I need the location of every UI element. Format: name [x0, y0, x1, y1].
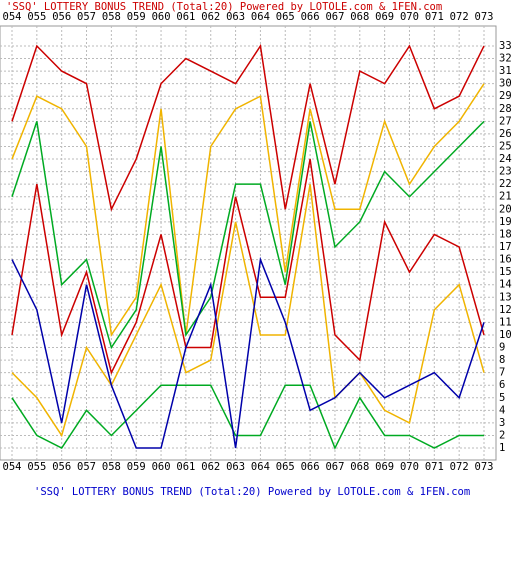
x-tick-label-top: 062 — [201, 11, 220, 23]
x-tick-label-bottom: 060 — [152, 461, 171, 473]
y-tick-label: 3 — [499, 417, 505, 429]
y-tick-label: 19 — [499, 216, 512, 228]
x-tick-label-bottom: 069 — [375, 461, 394, 473]
y-tick-label: 4 — [499, 404, 505, 416]
y-tick-label: 21 — [499, 191, 512, 203]
y-tick-label: 13 — [499, 291, 512, 303]
x-tick-label-top: 069 — [375, 11, 394, 23]
y-tick-label: 30 — [499, 78, 512, 90]
y-tick-label: 32 — [499, 53, 512, 65]
plot-frame — [0, 25, 497, 461]
x-tick-label-top: 067 — [325, 11, 344, 23]
x-tick-label-bottom: 070 — [400, 461, 419, 473]
x-tick-label-bottom: 059 — [127, 461, 146, 473]
series-line — [11, 256, 485, 449]
y-tick-label: 29 — [499, 90, 512, 102]
x-tick-label-top: 056 — [52, 11, 71, 23]
x-tick-label-top: 058 — [102, 11, 121, 23]
chart-title: 'SSQ' LOTTERY BONUS TREND (Total:20) Pow… — [6, 1, 442, 13]
series-line — [11, 83, 485, 338]
x-tick-label-bottom: 065 — [276, 461, 295, 473]
x-tick-label-bottom: 072 — [450, 461, 469, 473]
x-tick-label-bottom: 054 — [3, 461, 22, 473]
y-tick-label: 9 — [499, 342, 505, 354]
x-tick-label-bottom: 071 — [425, 461, 444, 473]
x-tick-label-top: 057 — [77, 11, 96, 23]
x-tick-label-top: 071 — [425, 11, 444, 23]
y-tick-label: 33 — [499, 40, 512, 52]
y-tick-label: 17 — [499, 241, 512, 253]
y-tick-label: 1 — [499, 442, 505, 454]
x-tick-label-bottom: 067 — [325, 461, 344, 473]
y-tick-label: 23 — [499, 166, 512, 178]
x-tick-label-bottom: 055 — [27, 461, 46, 473]
chart-footer: 'SSQ' LOTTERY BONUS TREND (Total:20) Pow… — [34, 486, 470, 498]
y-tick-label: 5 — [499, 392, 505, 404]
x-tick-label-top: 054 — [3, 11, 22, 23]
x-tick-label-bottom: 073 — [475, 461, 494, 473]
y-tick-label: 27 — [499, 115, 512, 127]
y-tick-label: 14 — [499, 279, 512, 291]
x-tick-label-top: 060 — [152, 11, 171, 23]
series-line — [11, 43, 485, 212]
x-tick-label-top: 061 — [176, 11, 195, 23]
y-tick-label: 12 — [499, 304, 512, 316]
y-tick-label: 8 — [499, 354, 505, 366]
x-tick-label-top: 055 — [27, 11, 46, 23]
y-tick-label: 15 — [499, 266, 512, 278]
y-tick-label: 7 — [499, 367, 505, 379]
y-tick-label: 25 — [499, 140, 512, 152]
y-tick-label: 22 — [499, 178, 512, 190]
x-tick-label-bottom: 056 — [52, 461, 71, 473]
y-tick-label: 18 — [499, 228, 512, 240]
x-tick-label-top: 066 — [301, 11, 320, 23]
series-line — [11, 120, 485, 350]
x-tick-label-top: 065 — [276, 11, 295, 23]
series-line — [11, 384, 484, 450]
x-tick-label-top: 070 — [400, 11, 419, 23]
x-tick-label-bottom: 061 — [176, 461, 195, 473]
x-tick-label-bottom: 063 — [226, 461, 245, 473]
y-tick-label: 20 — [499, 203, 512, 215]
y-tick-label: 6 — [499, 379, 505, 391]
y-tick-label: 24 — [499, 153, 512, 165]
x-tick-label-top: 063 — [226, 11, 245, 23]
x-tick-label-bottom: 068 — [350, 461, 369, 473]
y-tick-label: 28 — [499, 103, 512, 115]
x-tick-label-top: 068 — [350, 11, 369, 23]
y-tick-label: 31 — [499, 65, 512, 77]
x-tick-label-bottom: 057 — [77, 461, 96, 473]
y-tick-label: 11 — [499, 316, 512, 328]
series-line — [11, 158, 485, 375]
series-line — [11, 184, 485, 438]
x-tick-label-top: 064 — [251, 11, 270, 23]
x-tick-label-bottom: 058 — [102, 461, 121, 473]
y-tick-label: 26 — [499, 128, 512, 140]
x-tick-label-top: 059 — [127, 11, 146, 23]
y-tick-label: 16 — [499, 254, 512, 266]
x-tick-label-top: 072 — [450, 11, 469, 23]
x-tick-label-bottom: 064 — [251, 461, 270, 473]
y-tick-label: 2 — [499, 429, 505, 441]
x-tick-label-bottom: 066 — [301, 461, 320, 473]
x-tick-label-top: 073 — [475, 11, 494, 23]
y-tick-label: 10 — [499, 329, 512, 341]
x-tick-label-bottom: 062 — [201, 461, 220, 473]
